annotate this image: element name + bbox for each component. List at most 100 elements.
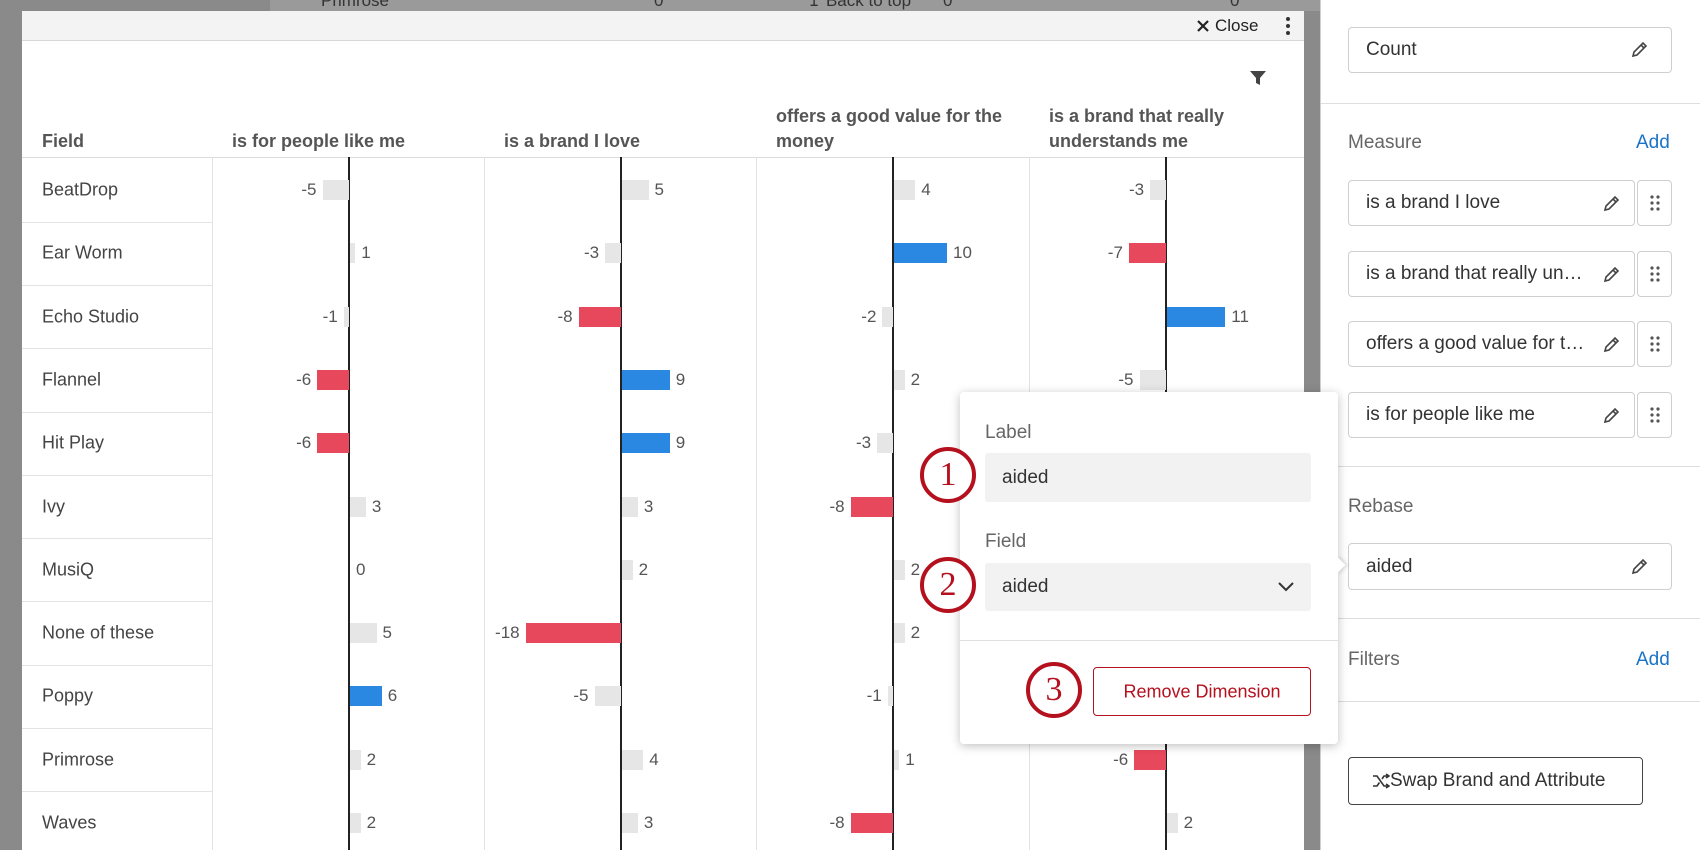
value-label: 9 xyxy=(675,433,686,453)
divider xyxy=(1321,466,1700,467)
drag-handle[interactable] xyxy=(1637,250,1672,297)
bar xyxy=(894,369,905,390)
measure-box[interactable]: is a brand that really un… xyxy=(1348,250,1635,297)
measure-label: is a brand I love xyxy=(1366,192,1501,213)
edit-icon[interactable] xyxy=(1602,193,1622,213)
measure-box[interactable]: is for people like me xyxy=(1348,391,1635,438)
edit-icon[interactable] xyxy=(1630,39,1650,59)
close-button[interactable]: Close xyxy=(1215,16,1259,35)
drag-handle[interactable] xyxy=(1637,321,1672,367)
drag-dots xyxy=(1650,265,1660,282)
column-header: is a brand I love xyxy=(504,131,641,151)
bar xyxy=(894,559,905,580)
drag-handle[interactable] xyxy=(1637,391,1672,438)
value-label: -6 xyxy=(1113,749,1129,769)
divider xyxy=(1321,701,1700,702)
row-divider xyxy=(22,411,212,413)
column-header: is a brand that really understands me xyxy=(1049,106,1225,151)
bar xyxy=(317,369,349,390)
measure-box[interactable]: is a brand I love xyxy=(1348,180,1635,226)
label-value: aided xyxy=(1002,466,1049,488)
step-marker: 3 xyxy=(1026,662,1082,718)
edit-icon[interactable] xyxy=(1602,264,1622,284)
bar xyxy=(622,180,649,200)
rebase-title: Rebase xyxy=(1348,496,1414,517)
bar xyxy=(894,623,905,644)
value-label: 11 xyxy=(1231,306,1249,326)
column-separator xyxy=(756,157,757,850)
label-input[interactable]: aided xyxy=(985,453,1311,502)
value-label: -6 xyxy=(296,369,312,389)
pencil xyxy=(1631,558,1648,575)
value-label: -3 xyxy=(855,433,872,453)
pencil xyxy=(1603,266,1620,282)
filter-icon[interactable] xyxy=(1249,69,1267,87)
column-header: is for people like me xyxy=(232,131,406,151)
field-title: Field xyxy=(985,531,1027,552)
pencil xyxy=(1603,336,1620,353)
value-label: 2 xyxy=(910,623,921,643)
row-divider xyxy=(22,791,212,793)
row-label: Flannel xyxy=(42,369,102,390)
value-label: 6 xyxy=(387,686,398,706)
value-label: -1 xyxy=(866,686,882,706)
field-select[interactable]: aided xyxy=(985,563,1311,611)
value-label: -5 xyxy=(1118,369,1134,389)
bar xyxy=(894,243,947,264)
value-label: -8 xyxy=(557,306,573,326)
zero-axis xyxy=(348,157,350,850)
row-label: Ivy xyxy=(42,496,66,516)
background-text: Primrose xyxy=(321,0,390,10)
value-label: 10 xyxy=(953,243,972,263)
swap-button[interactable]: Swap Brand and Attribute xyxy=(1348,757,1643,805)
header-rule xyxy=(22,157,1304,158)
row-label: MusiQ xyxy=(42,559,95,580)
background-text: 0 xyxy=(654,0,664,10)
remove-dimension-label: Remove Dimension xyxy=(1123,681,1281,701)
value-label: 2 xyxy=(366,749,377,769)
value-label: 5 xyxy=(654,180,664,199)
measure-label: is for people like me xyxy=(1366,403,1535,425)
count-box[interactable]: Count xyxy=(1348,27,1672,73)
bar xyxy=(322,180,349,200)
bar xyxy=(877,433,893,454)
remove-dimension-button[interactable]: Remove Dimension xyxy=(1093,667,1311,716)
filters-add[interactable]: Add xyxy=(1636,649,1670,670)
value-label: 1 xyxy=(905,749,915,769)
drag-handle[interactable] xyxy=(1637,180,1672,226)
edit-icon[interactable] xyxy=(1602,334,1622,354)
pencil xyxy=(1603,407,1620,423)
column-separator xyxy=(212,157,213,850)
row-label: None of these xyxy=(42,622,155,643)
value-label: -1 xyxy=(322,306,338,326)
edit-icon[interactable] xyxy=(1630,556,1650,576)
pencil xyxy=(1631,41,1648,58)
value-label: -8 xyxy=(829,496,845,516)
measure-add[interactable]: Add xyxy=(1636,132,1670,153)
bar xyxy=(350,686,382,707)
row-divider xyxy=(22,728,212,730)
bar xyxy=(894,180,916,200)
measure-box[interactable]: offers a good value for t… xyxy=(1348,321,1635,367)
more-menu[interactable] xyxy=(1284,16,1292,36)
drag-dots xyxy=(1650,195,1660,211)
bar xyxy=(350,749,361,770)
measure-label: offers a good value for t… xyxy=(1366,333,1585,354)
label-title: Label xyxy=(985,422,1032,443)
bar xyxy=(605,243,621,264)
row-divider xyxy=(22,284,212,286)
edit-icon[interactable] xyxy=(1602,405,1622,425)
background-text: ↥ Back to top xyxy=(807,0,912,10)
measure-label: is a brand that really un… xyxy=(1366,262,1583,284)
drag-dots xyxy=(1650,336,1660,352)
value-label: 4 xyxy=(649,749,659,769)
close-icon[interactable] xyxy=(1196,19,1210,33)
pencil xyxy=(1603,195,1620,212)
bar xyxy=(1139,369,1166,390)
rebase-box[interactable]: aided xyxy=(1348,543,1672,590)
value-label: -5 xyxy=(301,180,317,199)
column-separator xyxy=(484,157,485,850)
step-marker: 2 xyxy=(920,557,976,613)
value-label: -8 xyxy=(829,813,845,832)
